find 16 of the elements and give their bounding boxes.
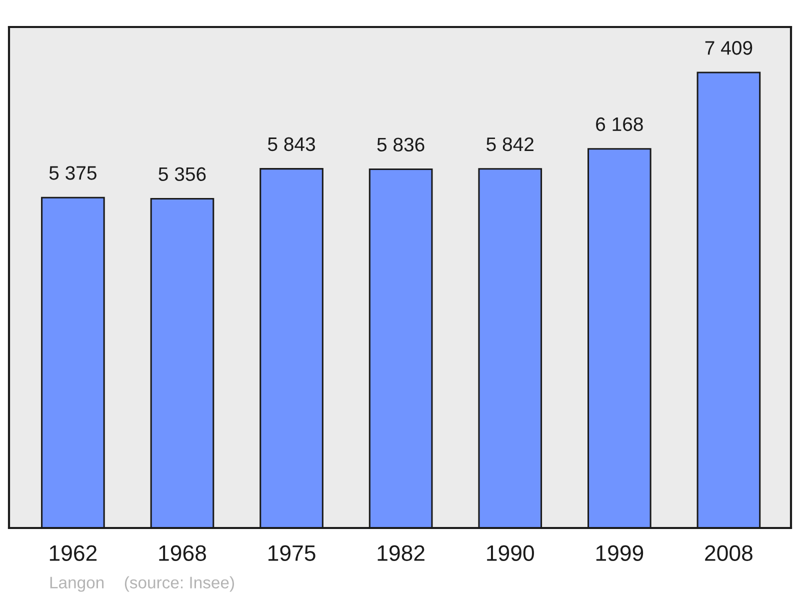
data-label: 5 356 <box>158 167 206 182</box>
x-tick-label: 1990 <box>487 545 534 561</box>
x-tick-label: 1962 <box>50 545 97 561</box>
text: Langon <box>50 576 104 592</box>
data-label: 5 836 <box>377 138 424 152</box>
data-label: 7 409 <box>705 41 752 55</box>
data-label: 6 168 <box>596 117 643 132</box>
data-label: 5 375 <box>49 166 96 180</box>
x-tick-label: 1982 <box>378 545 424 561</box>
text: (source: Insee) <box>124 576 234 592</box>
x-tick-label: 1975 <box>268 545 316 561</box>
x-tick-label: 2008 <box>705 545 752 561</box>
x-tick-label: 1999 <box>596 545 644 561</box>
data-label: 5 843 <box>268 137 315 152</box>
data-label: 5 842 <box>486 137 534 152</box>
x-tick-label: 1968 <box>159 545 206 561</box>
